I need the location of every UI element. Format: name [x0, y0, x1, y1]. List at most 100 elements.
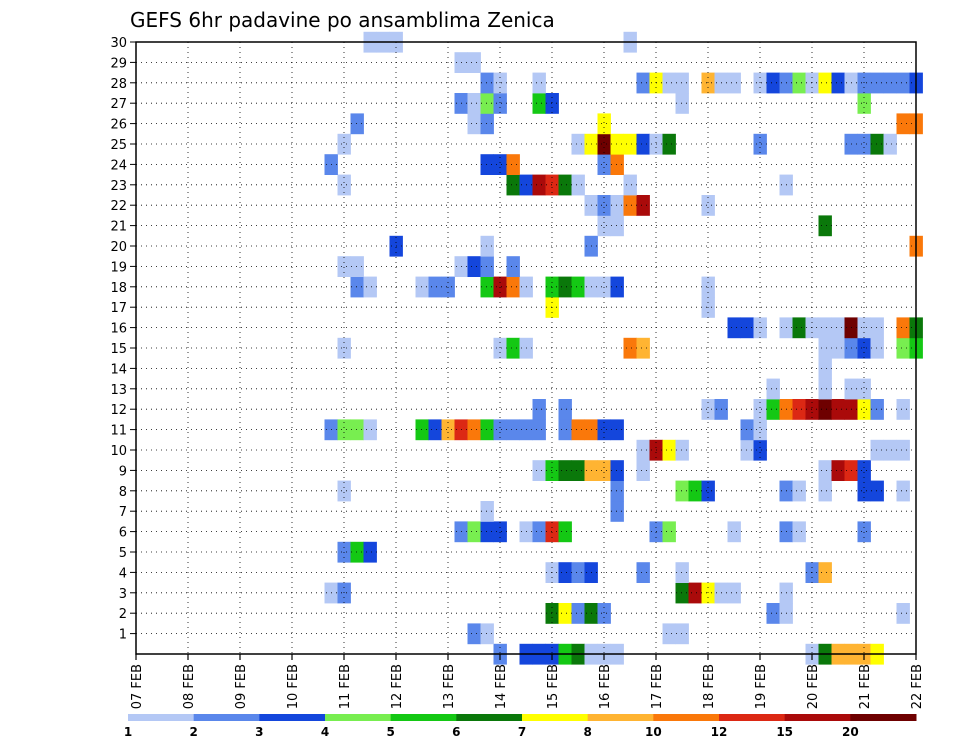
x-tick-label: 07 FEB — [130, 664, 145, 709]
heatmap-cell — [467, 113, 481, 135]
y-tick-label: 26 — [110, 118, 127, 133]
heatmap-cell — [506, 174, 520, 196]
y-tick-label: 5 — [119, 546, 127, 561]
heatmap-cell — [558, 562, 572, 583]
heatmap-cell — [727, 317, 741, 339]
heatmap-cell — [337, 174, 351, 196]
y-tick-label: 2 — [119, 607, 127, 622]
heatmap-cell — [740, 317, 754, 339]
heatmap-cell — [597, 113, 611, 135]
heatmap-cell — [805, 399, 819, 420]
heatmap-cell — [545, 174, 559, 196]
heatmap-cell — [610, 195, 624, 216]
heatmap-cell — [493, 154, 507, 175]
heatmap-cell — [350, 541, 364, 563]
heatmap-cell — [571, 133, 585, 155]
heatmap-cell — [337, 419, 351, 441]
x-tick-label: 17 FEB — [650, 664, 665, 709]
heatmap-cell — [467, 256, 481, 277]
y-tick-label: 11 — [110, 424, 127, 439]
heatmap-cell — [610, 215, 624, 237]
heatmap-cell — [532, 174, 546, 196]
heatmap-cell — [896, 603, 910, 624]
heatmap-cell — [831, 337, 845, 359]
heatmap-cell — [610, 460, 624, 481]
colorbar-swatch — [653, 714, 720, 721]
heatmap-cell — [467, 52, 481, 73]
heatmap-cell — [753, 399, 767, 420]
heatmap-cell — [818, 562, 832, 583]
heatmap-cell — [662, 623, 676, 645]
heatmap-cell — [480, 521, 494, 543]
colorbar-label: 8 — [583, 725, 591, 739]
colorbar-swatch — [259, 714, 326, 721]
heatmap-cell — [350, 256, 364, 277]
heatmap-cell — [610, 276, 624, 298]
y-tick-label: 19 — [110, 260, 127, 275]
y-tick-label: 10 — [110, 444, 127, 459]
heatmap-cell — [506, 337, 520, 359]
y-axis-ticks: 1234567891011121314151617181920212223242… — [110, 36, 136, 643]
heatmap-cell — [636, 460, 650, 481]
heatmap-cell — [493, 93, 507, 114]
y-tick-label: 25 — [110, 138, 127, 153]
heatmap-cell — [532, 521, 546, 543]
y-tick-label: 7 — [119, 505, 127, 520]
heatmap-cell — [896, 480, 910, 502]
heatmap-cell — [415, 276, 429, 298]
heatmap-cell — [675, 582, 689, 604]
heatmap-cell — [818, 460, 832, 481]
y-tick-label: 3 — [119, 587, 127, 602]
heatmap-cell — [792, 317, 806, 339]
heatmap-cell — [857, 337, 871, 359]
heatmap-cell — [623, 337, 637, 359]
heatmap-cell — [415, 419, 429, 441]
heatmap-cell — [740, 439, 754, 461]
heatmap-cell — [610, 154, 624, 175]
heatmap-cell — [337, 337, 351, 359]
heatmap-cell — [350, 276, 364, 298]
heatmap-cell — [480, 501, 494, 522]
heatmap-cell — [610, 133, 624, 155]
heatmap-cell — [636, 133, 650, 155]
y-tick-label: 20 — [110, 240, 127, 255]
heatmap-cell — [753, 419, 767, 441]
heatmap-cell — [480, 276, 494, 298]
heatmap-cell — [896, 113, 910, 135]
heatmap-cell — [428, 276, 442, 298]
heatmap-cell — [818, 480, 832, 502]
heatmap-cell — [480, 419, 494, 441]
colorbar: 1 2 3 4 5 6 7 8 10 12 15 20 — [124, 714, 917, 739]
heatmap-cell — [818, 358, 832, 379]
y-tick-label: 8 — [119, 485, 127, 500]
heatmap-cell — [896, 317, 910, 339]
heatmap-cell — [636, 562, 650, 583]
heatmap-cell — [753, 439, 767, 461]
heatmap-cell — [857, 399, 871, 420]
heatmap-cell — [792, 521, 806, 543]
colorbar-label: 4 — [321, 725, 329, 739]
colorbar-label: 3 — [255, 725, 263, 739]
colorbar-swatch — [390, 714, 457, 721]
heatmap-cell — [337, 480, 351, 502]
heatmap-cell — [883, 133, 897, 155]
heatmap-cell — [896, 72, 910, 94]
heatmap-cell — [506, 154, 520, 175]
y-tick-label: 9 — [119, 464, 127, 479]
heatmap-cell — [896, 399, 910, 420]
heatmap-cell — [558, 603, 572, 624]
x-tick-label: 15 FEB — [546, 664, 561, 709]
heatmap-cell — [480, 154, 494, 175]
heatmap-cell — [883, 439, 897, 461]
colorbar-swatch — [719, 714, 786, 721]
heatmap-cell — [870, 317, 884, 339]
x-tick-label: 13 FEB — [442, 664, 457, 709]
x-tick-label: 20 FEB — [806, 664, 821, 709]
heatmap-cell — [545, 460, 559, 481]
y-tick-label: 18 — [110, 281, 127, 296]
x-tick-label: 21 FEB — [858, 664, 873, 709]
heatmap-cell — [675, 623, 689, 645]
heatmap-cell — [545, 93, 559, 114]
y-tick-label: 30 — [110, 36, 127, 51]
